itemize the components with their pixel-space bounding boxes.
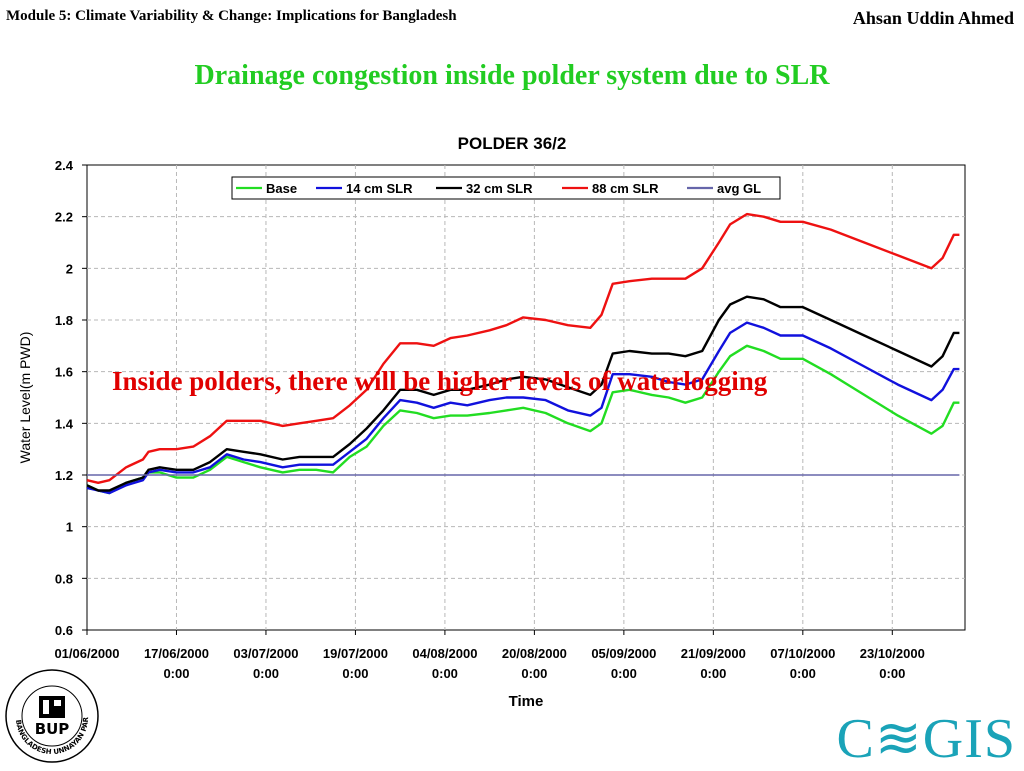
bup-text: BUP	[35, 720, 70, 738]
x-tick-label-time: 0:00	[253, 666, 279, 681]
x-tick-label: 21/09/2000	[681, 646, 746, 661]
x-tick-label-time: 0:00	[790, 666, 816, 681]
legend-label-2: 32 cm SLR	[466, 181, 533, 196]
x-tick-label-time: 0:00	[163, 666, 189, 681]
slide-title: Drainage congestion inside polder system…	[194, 60, 830, 91]
y-tick-label: 1.2	[55, 468, 73, 483]
y-tick-label: 2.2	[55, 210, 73, 225]
waterlogging-annotation: Inside polders, there will be higher lev…	[112, 366, 768, 396]
legend-label-0: Base	[266, 181, 297, 196]
x-tick-label: 04/08/2000	[412, 646, 477, 661]
x-tick-label-time: 0:00	[879, 666, 905, 681]
x-tick-label: 07/10/2000	[770, 646, 835, 661]
series-line-2	[86, 295, 960, 492]
y-tick-label: 2	[66, 261, 73, 276]
legend-label-3: 88 cm SLR	[592, 181, 659, 196]
x-tick-label-time: 0:00	[342, 666, 368, 681]
chart-title: POLDER 36/2	[458, 134, 567, 153]
y-tick-label: 0.8	[55, 571, 73, 586]
series-line-3	[86, 212, 960, 484]
legend-box	[231, 176, 781, 200]
y-tick-label: 2.4	[55, 158, 74, 173]
y-tick-label: 1.6	[55, 365, 73, 380]
x-tick-label: 19/07/2000	[323, 646, 388, 661]
y-tick-label: 1.8	[55, 313, 73, 328]
x-tick-label: 23/10/2000	[860, 646, 925, 661]
x-tick-label: 20/08/2000	[502, 646, 567, 661]
x-tick-label: 17/06/2000	[144, 646, 209, 661]
x-axis-label: Time	[509, 693, 544, 710]
bup-logo: BANGLADESH UNNAYAN PARISHAD BUP	[0, 660, 102, 771]
y-tick-label: 1	[66, 520, 73, 535]
author-name: Ahsan Uddin Ahmed	[852, 8, 1014, 28]
x-tick-label-time: 0:00	[432, 666, 458, 681]
x-tick-label-time: 0:00	[611, 666, 637, 681]
cegis-logo: C≋GIS	[836, 708, 1016, 770]
series-line-1	[86, 321, 960, 495]
x-tick-label-time: 0:00	[700, 666, 726, 681]
y-tick-label: 0.6	[55, 623, 73, 638]
x-tick-label: 01/06/2000	[54, 646, 119, 661]
x-tick-label: 05/09/2000	[591, 646, 656, 661]
y-axis-label: Water Level(m PWD)	[17, 332, 33, 464]
legend-label-4: avg GL	[717, 181, 761, 196]
x-tick-label-time: 0:00	[521, 666, 547, 681]
x-tick-label: 03/07/2000	[233, 646, 298, 661]
y-tick-label: 1.4	[55, 416, 74, 431]
legend-label-1: 14 cm SLR	[346, 181, 413, 196]
module-title: Module 5: Climate Variability & Change: …	[6, 8, 457, 24]
